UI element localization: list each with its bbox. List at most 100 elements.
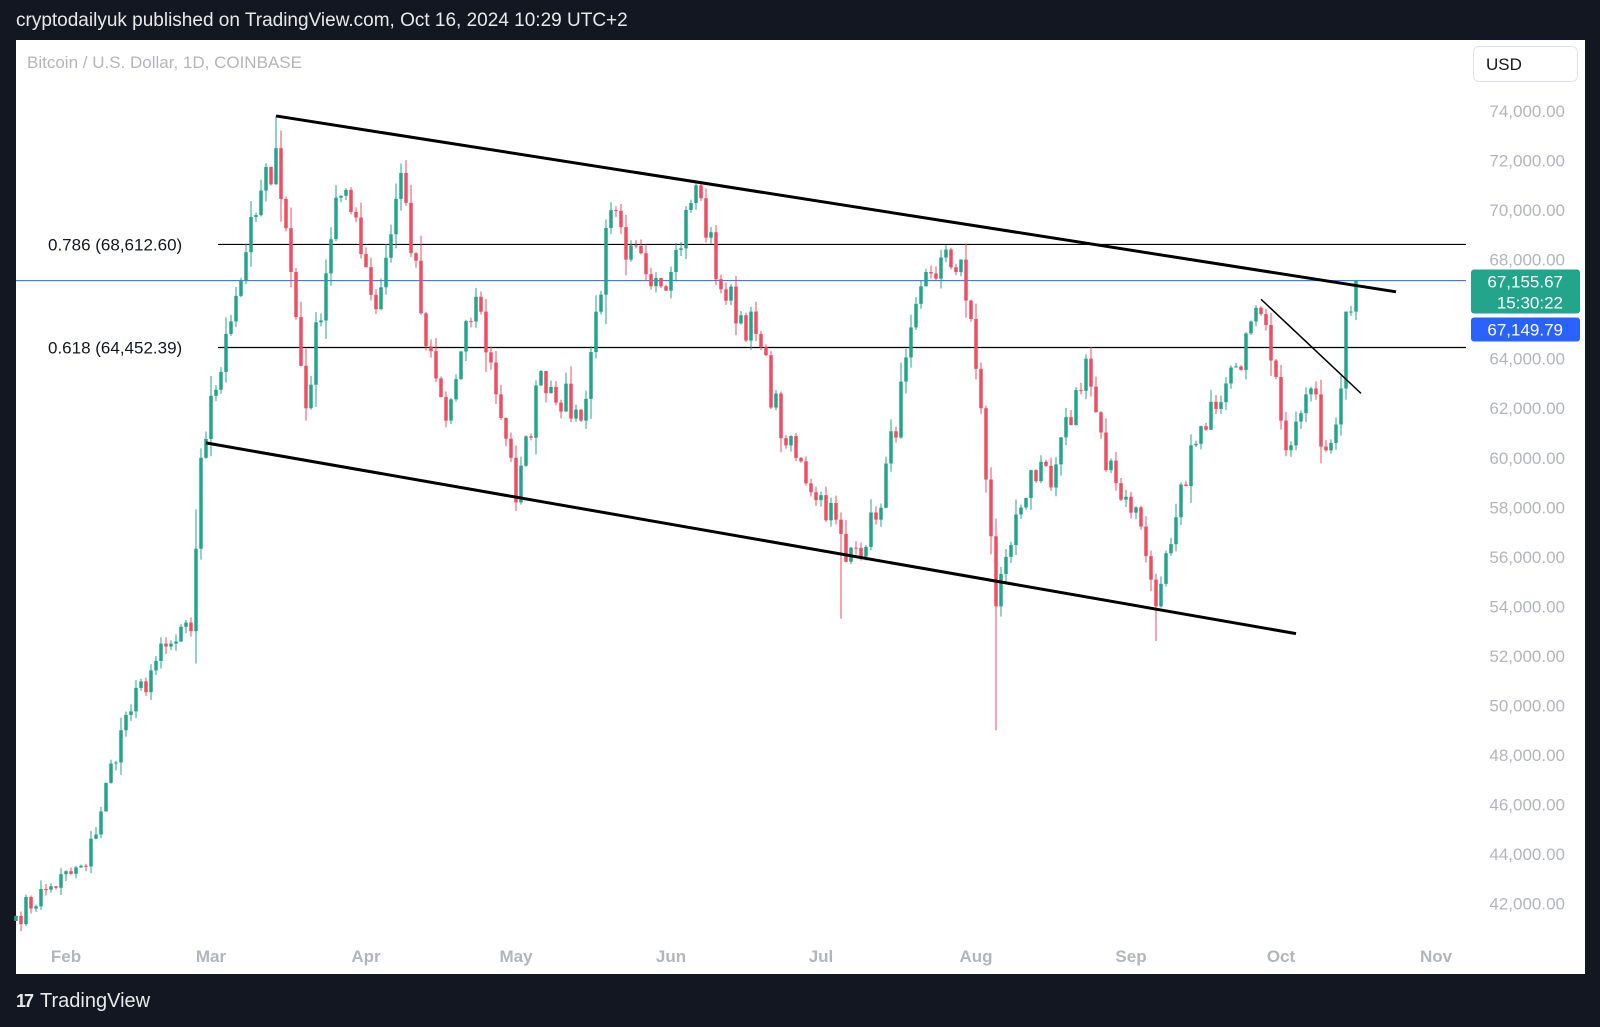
candle-body bbox=[739, 315, 743, 324]
candle-body bbox=[394, 198, 398, 235]
currency-selector-button[interactable]: USD bbox=[1473, 46, 1578, 82]
candle-body bbox=[679, 248, 683, 250]
candle-body bbox=[809, 483, 813, 493]
candle-body bbox=[304, 365, 308, 409]
candle-body bbox=[409, 202, 413, 254]
candle-body bbox=[84, 865, 88, 867]
candle-body bbox=[494, 362, 498, 395]
candle-body bbox=[779, 393, 783, 439]
candle-body bbox=[534, 385, 538, 438]
candle-body bbox=[914, 303, 918, 328]
symbol-title: Bitcoin / U.S. Dollar, 1D, COINBASE bbox=[27, 53, 302, 72]
candle-body bbox=[1304, 394, 1308, 414]
candle-body bbox=[119, 730, 123, 763]
candle-body bbox=[1254, 307, 1258, 322]
candle-body bbox=[129, 711, 133, 715]
candle-body bbox=[389, 234, 393, 258]
candle-body bbox=[479, 296, 483, 312]
candle-body bbox=[969, 300, 973, 319]
candle-body bbox=[174, 641, 178, 644]
candle-body bbox=[1059, 437, 1063, 465]
candle-body bbox=[89, 838, 93, 867]
candle-body bbox=[299, 317, 303, 366]
candle-body bbox=[1119, 483, 1123, 500]
candle-body bbox=[354, 211, 358, 218]
candle-body bbox=[1289, 445, 1293, 451]
candle-body bbox=[114, 762, 118, 764]
candle-body bbox=[869, 512, 873, 547]
candle-body bbox=[284, 198, 288, 229]
last-price-badge bbox=[1471, 269, 1580, 314]
candle-body bbox=[374, 294, 378, 310]
candle-body bbox=[719, 279, 723, 290]
candle-body bbox=[1044, 461, 1048, 466]
candle-body bbox=[1204, 426, 1208, 430]
candle-body bbox=[1319, 394, 1323, 447]
candle-body bbox=[859, 547, 863, 557]
candle-body bbox=[234, 295, 238, 322]
candle-body bbox=[714, 232, 718, 280]
trendline-short-downtrend bbox=[1260, 298, 1362, 394]
candle-body bbox=[874, 512, 878, 520]
y-tick-label: 60,000.00 bbox=[1489, 449, 1565, 468]
candle-body bbox=[1284, 420, 1288, 451]
candle-body bbox=[1329, 442, 1333, 451]
candle-body bbox=[249, 216, 253, 253]
candle-body bbox=[644, 253, 648, 275]
y-tick-label: 64,000.00 bbox=[1489, 350, 1565, 369]
countdown-label: 15:30:22 bbox=[1497, 294, 1563, 313]
y-tick-label: 74,000.00 bbox=[1489, 102, 1565, 121]
footer-brand[interactable]: 17 TradingView bbox=[16, 990, 150, 1013]
candle-body bbox=[884, 463, 888, 508]
candle-body bbox=[469, 321, 473, 323]
candle-body bbox=[49, 886, 53, 890]
candle-body bbox=[484, 311, 488, 353]
candle-body bbox=[204, 438, 208, 458]
candle-body bbox=[1034, 470, 1038, 482]
candle-body bbox=[24, 897, 28, 925]
y-tick-label: 46,000.00 bbox=[1489, 796, 1565, 815]
candle-body bbox=[64, 871, 68, 875]
candle-body bbox=[344, 189, 348, 196]
candle-body bbox=[1294, 421, 1298, 446]
candle-body bbox=[419, 260, 423, 314]
candle-body bbox=[439, 378, 443, 398]
candle-body bbox=[749, 311, 753, 341]
candle-body bbox=[259, 190, 263, 216]
candle-body bbox=[69, 871, 73, 874]
candle-body bbox=[1169, 544, 1173, 554]
candle-body bbox=[504, 417, 508, 439]
candle-body bbox=[1344, 311, 1348, 389]
candle-body bbox=[399, 172, 403, 199]
candle-body bbox=[1029, 470, 1033, 499]
candle-body bbox=[959, 259, 963, 273]
candle-body bbox=[514, 457, 518, 503]
candle-body bbox=[184, 622, 188, 627]
candle-body bbox=[134, 687, 138, 712]
candle-body bbox=[549, 386, 553, 394]
candle-body bbox=[1219, 402, 1223, 409]
candle-body bbox=[459, 351, 463, 380]
candle-body bbox=[179, 626, 183, 642]
candle-body bbox=[1274, 360, 1278, 377]
candle-body bbox=[704, 198, 708, 238]
candle-body bbox=[1009, 545, 1013, 557]
candle-body bbox=[1004, 556, 1008, 574]
candle-body bbox=[744, 315, 748, 341]
candle-body bbox=[1339, 388, 1343, 425]
candle-body bbox=[929, 272, 933, 274]
candle-body bbox=[1354, 280, 1358, 312]
candle-body bbox=[954, 267, 958, 273]
candle-body bbox=[94, 834, 98, 839]
candle-body bbox=[364, 254, 368, 268]
chart-pane[interactable] bbox=[16, 40, 1585, 974]
candle-body bbox=[539, 371, 543, 386]
candle-body bbox=[764, 347, 768, 356]
candle-body bbox=[879, 507, 883, 520]
candle-body bbox=[194, 548, 198, 632]
candle-body bbox=[1014, 514, 1018, 546]
y-tick-label: 52,000.00 bbox=[1489, 647, 1565, 666]
candle-body bbox=[379, 287, 383, 310]
candle-body bbox=[1214, 401, 1218, 409]
